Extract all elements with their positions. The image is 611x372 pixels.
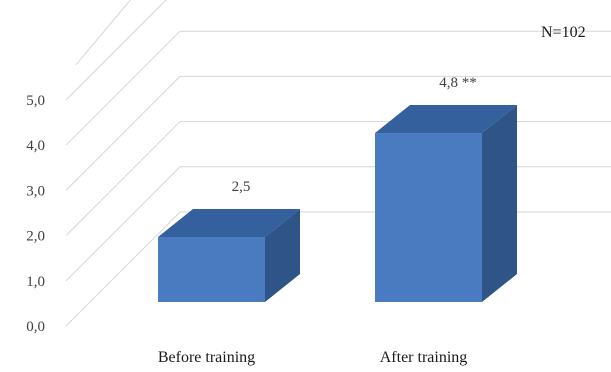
bar-1 (158, 209, 300, 302)
gridline (75, 0, 132, 66)
bar-front (158, 237, 265, 302)
bars (158, 105, 517, 302)
gridline (65, 75, 611, 191)
x-category-label: Before training (158, 349, 255, 366)
data-label: 2,5 (232, 179, 251, 195)
gridline (65, 211, 611, 327)
x-category-label: After training (380, 349, 468, 366)
y-axis: 0,0 1,0 2,0 3,0 4,0 5,0 (26, 93, 45, 335)
sample-size-note: N=102 (541, 24, 586, 41)
gridline (65, 30, 611, 146)
bar-2 (375, 105, 517, 302)
y-tick-label: 3,0 (26, 183, 45, 199)
y-tick-label: 0,0 (26, 319, 45, 335)
bar-front (375, 133, 482, 302)
gridline (65, 121, 611, 236)
bar-top (158, 209, 300, 237)
y-tick-label: 2,0 (26, 229, 45, 245)
bar-top (375, 105, 517, 134)
y-tick-label: 1,0 (26, 274, 45, 290)
gridline (65, 0, 167, 101)
gridline (65, 166, 611, 282)
y-tick-label: 4,0 (26, 138, 45, 154)
bar-side (482, 105, 517, 302)
y-tick-label: 5,0 (26, 93, 45, 109)
gridlines (65, 0, 611, 327)
labels: 2,5 Before training 4,8 ** After training (158, 75, 477, 366)
data-label: 4,8 ** (439, 75, 477, 91)
bar-side (265, 209, 300, 302)
